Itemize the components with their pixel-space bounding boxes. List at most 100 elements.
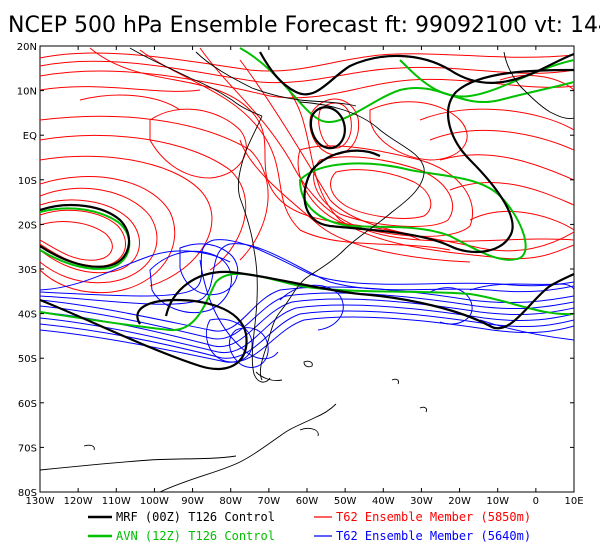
coastline-caribbean — [195, 51, 357, 107]
longitude-label: 20W — [448, 496, 471, 507]
longitude-label: 70W — [258, 496, 281, 507]
red-contour — [449, 182, 574, 206]
latitude-labels: 20N 10N EQ 10S 20S 30S 40S 50S 60S 70S 80S — [17, 42, 37, 499]
longitude-label: 100W — [140, 496, 169, 507]
latitude-label: 30S — [18, 265, 37, 276]
red-contour — [309, 98, 360, 156]
blue-contour — [429, 287, 473, 325]
coastline-island — [299, 427, 319, 437]
longitude-label: 60W — [296, 496, 319, 507]
red-contour — [40, 199, 140, 274]
blue-contour — [149, 250, 232, 314]
blue-contour — [40, 298, 574, 348]
black-contour — [40, 204, 130, 268]
red-contour — [139, 49, 451, 251]
red-contour — [419, 108, 574, 131]
red-contour — [239, 59, 574, 252]
latitude-label: 70S — [18, 443, 37, 454]
red-contour — [429, 129, 574, 151]
legend-item-ens5640: T62 Ensemble Member (5640m) — [314, 529, 531, 543]
longitude-label: 120W — [64, 496, 93, 507]
coastline-tierra-del-fuego — [255, 371, 283, 381]
red-contour — [369, 101, 468, 161]
coastline-south-america-east — [259, 101, 425, 381]
blue-contour — [40, 243, 574, 305]
blue-contour — [179, 243, 239, 296]
green-contour — [239, 47, 574, 123]
red-contour — [40, 60, 574, 84]
longitude-label: 10E — [564, 496, 583, 507]
black-contour — [40, 298, 248, 371]
coastlines — [40, 47, 574, 492]
blue-contour — [479, 319, 574, 341]
coastline-central-america — [129, 47, 263, 117]
red-contour — [40, 155, 213, 287]
red-contour — [330, 169, 432, 219]
blue-contour — [40, 286, 574, 332]
latitude-label: 40S — [18, 310, 37, 321]
black-contour — [303, 68, 574, 253]
blue-contour — [40, 250, 231, 291]
legend-label-avn: AVN (12Z) T126 Control — [116, 529, 275, 543]
blue-contour — [279, 284, 344, 331]
coastline-antarctica-shelf — [40, 455, 237, 471]
latitude-label: 10N — [17, 87, 37, 98]
longitude-label: 0 — [533, 496, 539, 507]
red-contour — [439, 154, 574, 181]
latitude-label: 10S — [18, 176, 37, 187]
mrf-control-contours — [40, 51, 574, 371]
legend-label-mrf: MRF (00Z) T126 Control — [116, 510, 275, 524]
red-contour — [40, 52, 574, 72]
longitude-label: 10W — [486, 496, 509, 507]
red-contour — [40, 115, 269, 261]
blue-contour — [206, 318, 253, 363]
longitude-label: 110W — [102, 496, 131, 507]
latitude-label: 20S — [18, 220, 37, 231]
red-contour — [469, 211, 574, 231]
longitude-label: 50W — [334, 496, 357, 507]
red-contour — [279, 79, 574, 260]
black-contour — [164, 270, 574, 330]
latitude-label: 60S — [18, 399, 37, 410]
red-contour — [40, 86, 201, 92]
blue-contour — [40, 292, 574, 340]
coastline-antarctica — [159, 403, 337, 492]
legend-item-mrf: MRF (00Z) T126 Control — [88, 510, 275, 524]
blue-contour — [469, 283, 574, 291]
red-contour — [40, 134, 247, 271]
longitude-label: 40W — [372, 496, 395, 507]
black-contour — [309, 106, 346, 150]
red-contour — [313, 156, 454, 228]
red-contour — [40, 187, 158, 284]
coastline-island — [391, 378, 399, 385]
map-frame — [39, 45, 575, 493]
blue-contour — [199, 259, 279, 360]
coastline-island — [419, 406, 427, 413]
blue-contour — [229, 327, 269, 368]
coastline-falklands — [303, 360, 313, 368]
legend-label-ens5850: T62 Ensemble Member (5850m) — [336, 510, 531, 524]
longitude-label: 80W — [219, 496, 242, 507]
red-contour — [40, 221, 113, 261]
coastline-island — [83, 444, 95, 451]
tick-marks — [39, 45, 575, 493]
red-contour — [40, 176, 176, 294]
red-contour — [499, 74, 574, 91]
longitude-label: 130W — [26, 496, 55, 507]
chart-title: NCEP 500 hPa Ensemble Forecast ft: 99092… — [8, 13, 600, 38]
coastline-south-america-west — [237, 115, 271, 383]
legend-label-ens5640: T62 Ensemble Member (5640m) — [336, 529, 531, 543]
blue-contour — [40, 304, 574, 354]
legend: MRF (00Z) T126 Control AVN (12Z) T126 Co… — [88, 510, 531, 543]
latitude-label: EQ — [23, 131, 37, 142]
red-contour — [239, 139, 471, 263]
latitude-label: 50S — [18, 354, 37, 365]
longitude-label: 90W — [181, 496, 204, 507]
longitude-label: 30W — [410, 496, 433, 507]
contour-layer — [40, 47, 574, 492]
legend-item-ens5850: T62 Ensemble Member (5850m) — [314, 510, 531, 524]
red-contour — [297, 145, 474, 237]
red-contour — [79, 94, 181, 111]
latitude-label: 80S — [18, 488, 37, 499]
